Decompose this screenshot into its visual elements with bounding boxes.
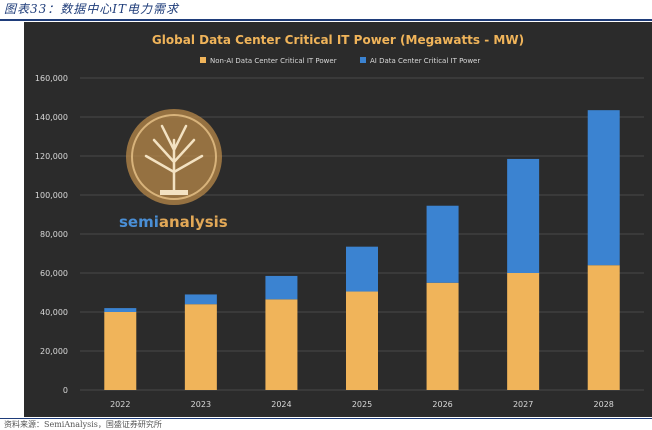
bar-non-ai-2027	[507, 273, 540, 390]
bar-ai-2027	[507, 158, 540, 273]
footer-divider	[0, 418, 652, 419]
bar-ai-2026	[426, 205, 459, 283]
legend-label-non-ai: Non-AI Data Center Critical IT Power	[210, 57, 337, 65]
bar-non-ai-2023	[184, 304, 217, 390]
bar-ai-2025	[346, 246, 378, 292]
bar-ai-2024	[265, 275, 298, 300]
bar-ai-2022	[104, 308, 137, 312]
chart-title: Global Data Center Critical IT Power (Me…	[152, 33, 524, 47]
legend-swatch-ai	[360, 57, 366, 63]
legend-swatch-non-ai	[200, 57, 206, 63]
y-tick-label: 60,000	[40, 269, 68, 278]
x-tick-label: 2025	[352, 400, 372, 409]
x-tick-label: 2022	[110, 400, 130, 409]
caption-divider	[0, 19, 652, 21]
x-tick-label: 2023	[191, 400, 211, 409]
tree-logo-icon	[126, 109, 222, 205]
legend: Non-AI Data Center Critical IT Power AI …	[200, 57, 480, 65]
y-tick-label: 40,000	[40, 308, 68, 317]
x-tick-label: 2026	[432, 400, 452, 409]
y-tick-label: 140,000	[35, 113, 68, 122]
legend-label-ai: AI Data Center Critical IT Power	[370, 57, 480, 65]
x-tick-label: 2028	[594, 400, 614, 409]
bar-non-ai-2028	[587, 265, 620, 390]
bar-non-ai-2025	[346, 291, 378, 390]
bar-ai-2028	[587, 110, 620, 266]
y-tick-label: 0	[63, 386, 68, 395]
watermark: semianalysis	[119, 109, 228, 231]
figure-caption: 图表33：数据中心IT电力需求	[4, 2, 180, 16]
y-tick-label: 160,000	[35, 74, 68, 83]
bar-non-ai-2026	[426, 282, 459, 390]
bars	[104, 110, 620, 390]
watermark-text: semianalysis	[119, 213, 228, 231]
x-tick-label: 2027	[513, 400, 533, 409]
y-tick-label: 20,000	[40, 347, 68, 356]
bar-non-ai-2024	[265, 299, 298, 390]
bar-non-ai-2022	[104, 312, 137, 390]
source-note: 资料来源：SemiAnalysis，国盛证券研究所	[4, 420, 162, 429]
x-axis-ticks: 2022 2023 2024 2025 2026 2027 2028	[110, 400, 614, 409]
chart-panel: Global Data Center Critical IT Power (Me…	[24, 22, 652, 417]
y-tick-label: 120,000	[35, 152, 68, 161]
y-tick-label: 80,000	[40, 230, 68, 239]
chart-svg: Global Data Center Critical IT Power (Me…	[35, 33, 644, 409]
bar-ai-2023	[184, 294, 217, 305]
y-tick-label: 100,000	[35, 191, 68, 200]
x-tick-label: 2024	[271, 400, 291, 409]
y-axis-ticks: 0 20,000 40,000 60,000 80,000 100,000 120,000 1…	[35, 74, 68, 395]
